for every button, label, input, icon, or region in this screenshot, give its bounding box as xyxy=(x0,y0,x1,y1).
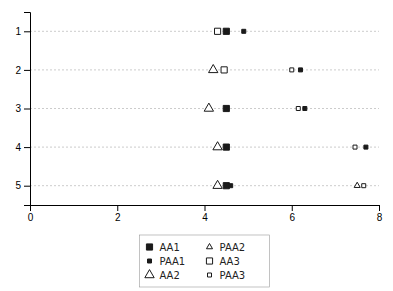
grid xyxy=(30,31,379,185)
legend-item: AA3 xyxy=(206,256,239,267)
tick: 4 xyxy=(202,205,208,223)
series xyxy=(354,182,360,187)
legend-symbol xyxy=(208,273,212,277)
legend-label: PAA3 xyxy=(220,270,246,281)
tick: 4 xyxy=(15,142,30,153)
legend-label: AA3 xyxy=(220,256,240,267)
legend-item: AA1 xyxy=(146,242,179,253)
tick-mark xyxy=(117,205,118,211)
tick-mark xyxy=(24,70,30,71)
grid-line xyxy=(30,147,379,148)
y-axis: 1 2 3 4 5 xyxy=(15,13,30,206)
legend-symbol xyxy=(206,243,212,248)
chart: 0 2 4 6 8 1 2 3 4 5 AA1 PAA1 AA2 PAA2 AA3 PAA3 xyxy=(0,0,393,291)
legend-label: PAA1 xyxy=(160,256,186,267)
tick: 3 xyxy=(15,103,30,114)
tick-label: 4 xyxy=(15,142,21,153)
legend-label: AA2 xyxy=(160,270,180,281)
grid-line xyxy=(30,31,379,32)
tick: 6 xyxy=(289,205,295,223)
tick-mark xyxy=(24,186,30,187)
point xyxy=(242,29,246,33)
axis-line xyxy=(24,13,31,206)
point xyxy=(215,28,221,34)
legend-item: PAA3 xyxy=(208,270,246,281)
tick-label: 0 xyxy=(28,212,34,223)
point xyxy=(229,184,233,188)
grid-line xyxy=(30,185,379,186)
point xyxy=(204,103,213,111)
legend-label: AA1 xyxy=(160,242,180,253)
series xyxy=(215,28,228,73)
point xyxy=(296,107,300,111)
tick-mark xyxy=(292,205,293,211)
legend-frame xyxy=(140,235,270,287)
axis-line xyxy=(31,206,380,212)
tick: 8 xyxy=(377,205,383,223)
tick: 0 xyxy=(28,205,34,223)
tick-label: 1 xyxy=(15,26,21,37)
grid-line xyxy=(30,108,379,109)
tick-label: 5 xyxy=(15,180,21,191)
tick-label: 4 xyxy=(202,212,208,223)
plot: 0 2 4 6 8 1 2 3 4 5 xyxy=(15,13,382,224)
point xyxy=(353,145,357,149)
point xyxy=(362,184,366,188)
tick-label: 2 xyxy=(15,65,21,76)
legend-symbol xyxy=(206,258,212,264)
point xyxy=(223,28,229,34)
tick-mark xyxy=(24,109,30,110)
legend-item: AA2 xyxy=(145,270,180,281)
tick-mark xyxy=(379,205,380,211)
series xyxy=(204,64,222,188)
legend: AA1 PAA1 AA2 PAA2 AA3 PAA3 xyxy=(140,235,270,287)
point xyxy=(364,145,368,149)
legend-symbol xyxy=(146,244,152,250)
points xyxy=(204,28,368,189)
tick-mark xyxy=(24,31,30,32)
legend-label: PAA2 xyxy=(220,242,246,253)
point xyxy=(213,180,222,188)
legend-symbol xyxy=(148,259,152,263)
point xyxy=(354,182,360,187)
tick: 5 xyxy=(15,180,30,191)
tick: 2 xyxy=(115,205,121,223)
tick-label: 3 xyxy=(15,103,21,114)
point xyxy=(298,68,302,72)
tick-mark xyxy=(24,147,30,148)
legend-symbol xyxy=(145,270,154,278)
point xyxy=(303,107,307,111)
tick: 1 xyxy=(15,26,30,37)
tick-label: 2 xyxy=(115,212,121,223)
legend-item: PAA1 xyxy=(148,256,186,267)
tick-label: 6 xyxy=(289,212,295,223)
point xyxy=(213,142,222,150)
tick: 2 xyxy=(15,65,30,76)
tick-mark xyxy=(205,205,206,211)
point xyxy=(209,64,218,72)
point xyxy=(223,105,229,111)
tick-label: 8 xyxy=(377,212,383,223)
series xyxy=(290,68,366,188)
grid-line xyxy=(30,69,379,70)
legend-item: PAA2 xyxy=(206,242,245,253)
point xyxy=(290,68,294,72)
x-axis: 0 2 4 6 8 xyxy=(28,205,383,223)
series xyxy=(229,29,368,187)
series xyxy=(223,28,229,189)
point xyxy=(223,144,229,150)
point xyxy=(221,67,227,73)
